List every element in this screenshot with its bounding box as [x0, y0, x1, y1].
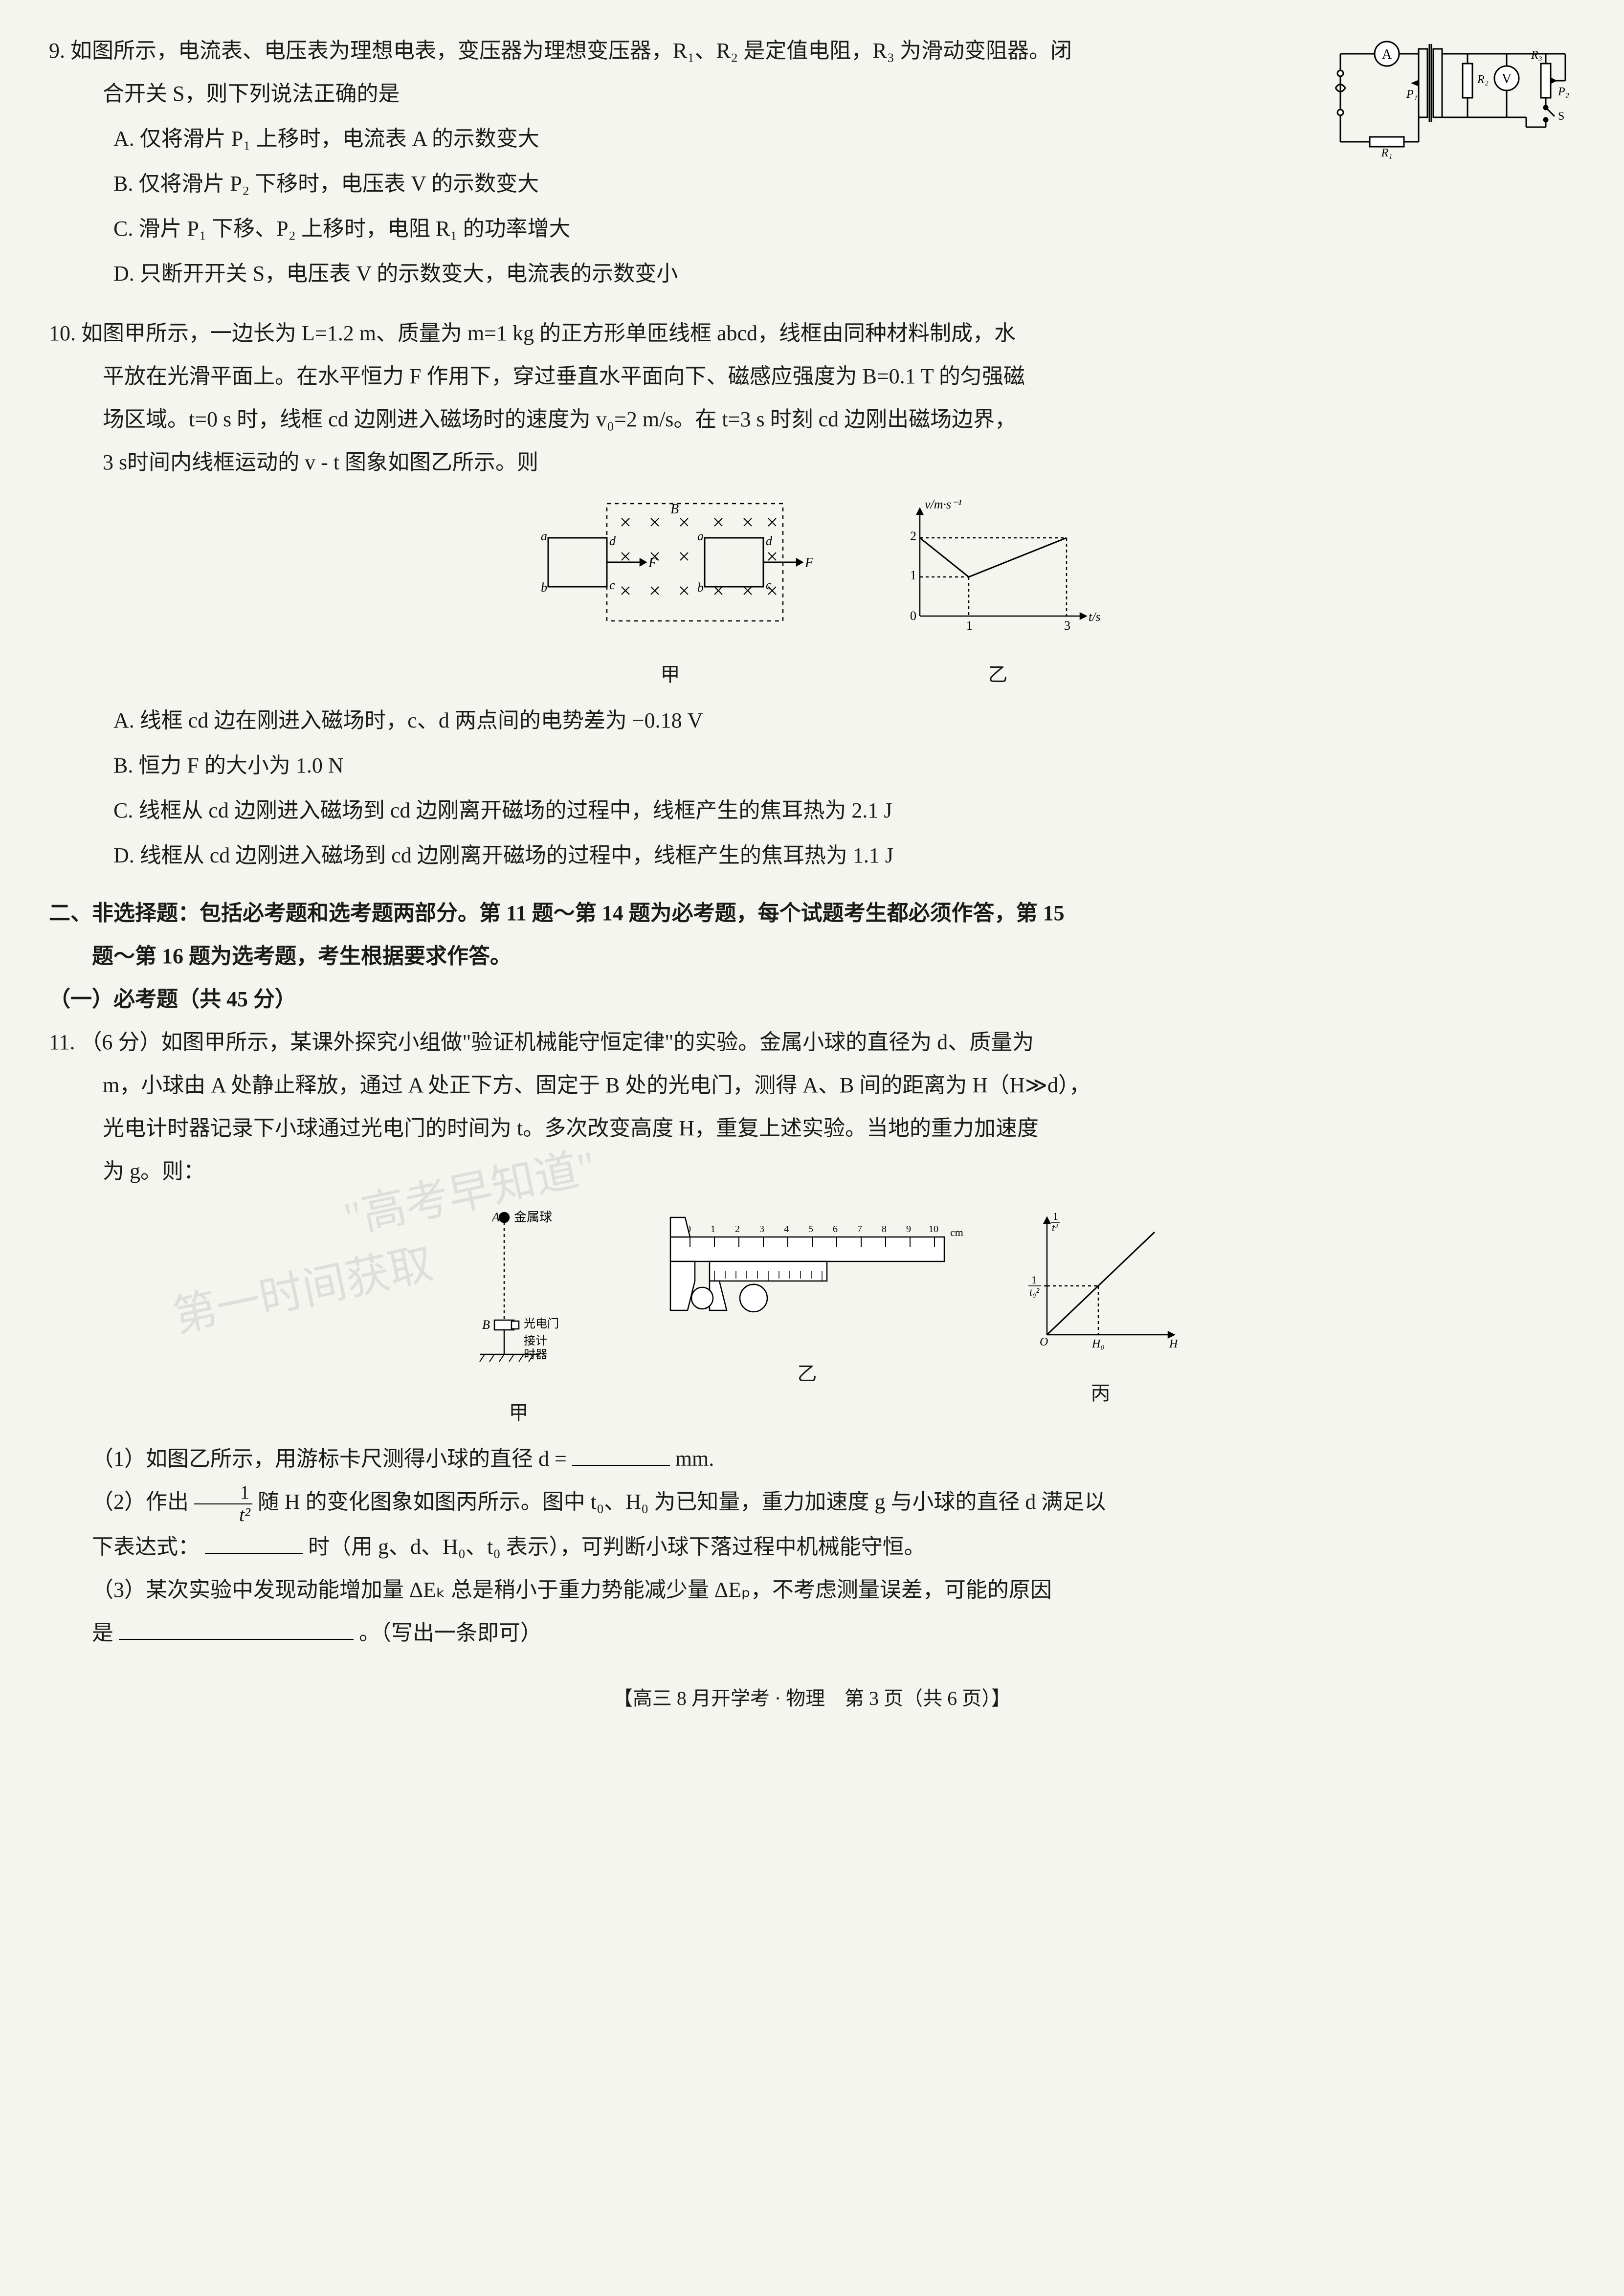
q10-option-b: B. 恒力 F 的大小为 1.0 N	[113, 744, 1575, 787]
svg-text:B: B	[670, 502, 679, 517]
svg-text:3: 3	[759, 1224, 764, 1235]
q11-sub3-line2: 是 。（写出一条即可）	[49, 1612, 1575, 1655]
svg-text:10: 10	[929, 1224, 938, 1235]
blank-expression[interactable]	[205, 1531, 303, 1554]
q9-option-d: D. 只断开开关 S，电压表 V 的示数变大，电流表的示数变小	[113, 252, 1575, 295]
question-11: 11. （6 分）如图甲所示，某课外探究小组做"验证机械能守恒定律"的实验。金属…	[49, 1021, 1575, 1655]
svg-text:接计: 接计	[524, 1334, 547, 1347]
svg-text:1: 1	[1053, 1210, 1058, 1222]
q10-option-d: D. 线框从 cd 边刚进入磁场到 cd 边刚离开磁场的过程中，线框产生的焦耳热…	[113, 834, 1575, 877]
svg-text:1: 1	[966, 618, 973, 633]
svg-text:3: 3	[1064, 618, 1070, 633]
blank-d[interactable]	[572, 1443, 670, 1466]
svg-text:R₃: R₃	[1531, 49, 1542, 62]
svg-text:P₁: P₁	[1406, 88, 1418, 101]
q11-sub2-line2: 下表达式： 时（用 g、d、H₀、t₀ 表示），可判断小球下落过程中机械能守恒。	[49, 1525, 1575, 1568]
q11-caption-bing: 丙	[1013, 1374, 1189, 1413]
svg-text:1: 1	[910, 568, 916, 582]
svg-text:光电门: 光电门	[524, 1317, 559, 1330]
svg-text:F: F	[804, 555, 814, 571]
svg-text:1: 1	[1031, 1274, 1037, 1286]
svg-text:R₁: R₁	[1380, 147, 1392, 159]
svg-text:时器: 时器	[524, 1348, 547, 1361]
svg-text:1: 1	[711, 1224, 715, 1235]
svg-text:B: B	[482, 1318, 490, 1332]
svg-text:2: 2	[910, 529, 916, 543]
q11-caption-jia: 甲	[436, 1393, 602, 1433]
q9-option-c: C. 滑片 P₁ 下移、P₂ 上移时，电阻 R₁ 的功率增大	[113, 207, 1575, 250]
svg-text:H₀: H₀	[1091, 1338, 1105, 1350]
svg-text:7: 7	[857, 1224, 862, 1235]
svg-text:8: 8	[882, 1224, 887, 1235]
svg-text:d: d	[609, 534, 616, 548]
svg-text:H: H	[1169, 1338, 1179, 1350]
q11-number: 11.	[49, 1030, 75, 1054]
svg-text:R₂: R₂	[1477, 73, 1489, 86]
svg-text:t/s: t/s	[1089, 610, 1101, 624]
q11-sub3: （3）某次实验中发现动能增加量 ΔEₖ 总是稍小于重力势能减少量 ΔEₚ，不考虑…	[49, 1568, 1575, 1612]
svg-text:b: b	[541, 580, 547, 595]
q10-caption-jia: 甲	[519, 655, 822, 694]
svg-text:b: b	[697, 580, 704, 595]
q9-number: 9.	[49, 39, 65, 63]
fraction-1-over-t2: 1t²	[194, 1482, 252, 1525]
subsection-1-header: （一）必考题（共 45 分）	[49, 978, 1575, 1021]
svg-text:6: 6	[833, 1224, 838, 1235]
q11-sub1: （1）如图乙所示，用游标卡尺测得小球的直径 d = mm.	[49, 1437, 1575, 1480]
q10-figure-jia: a b c d F a b c d F B	[519, 494, 822, 694]
question-10: 10. 如图甲所示，一边长为 L=1.2 m、质量为 m=1 kg 的正方形单匝…	[49, 312, 1575, 877]
svg-text:金属球: 金属球	[514, 1210, 552, 1224]
svg-text:9: 9	[906, 1224, 911, 1235]
question-9: A P₁ R₁	[49, 29, 1575, 297]
svg-text:A: A	[1382, 47, 1392, 62]
svg-text:2: 2	[735, 1224, 740, 1235]
q9-option-b: B. 仅将滑片 P₂ 下移时，电压表 V 的示数变大	[113, 162, 1575, 205]
svg-text:4: 4	[784, 1224, 789, 1235]
q11-sub2: （2）作出 1t² 随 H 的变化图象如图丙所示。图中 t₀、H₀ 为已知量，重…	[49, 1480, 1575, 1525]
page-footer: 【高三 8 月开学考 · 物理 第 3 页（共 6 页）】	[49, 1679, 1575, 1718]
svg-text:V: V	[1502, 71, 1512, 87]
q11-figure-jia: A 金属球 B 光电门	[436, 1203, 602, 1433]
svg-text:v/m·s⁻¹: v/m·s⁻¹	[925, 497, 962, 511]
q10-figure-yi: 0 1 2 1 3 v/m·s⁻¹ t/s 乙	[890, 494, 1106, 694]
q10-option-a: A. 线框 cd 边在刚进入磁场时，c、d 两点间的电势差为 −0.18 V	[113, 699, 1575, 742]
svg-text:t²: t²	[1052, 1221, 1058, 1234]
svg-text:a: a	[541, 529, 547, 543]
svg-text:P₂: P₂	[1557, 86, 1569, 98]
q11-figure-bing: 1 t² 1 t₀² O H₀ H 丙	[1013, 1203, 1189, 1433]
circuit-diagram-q9: A P₁ R₁	[1321, 24, 1575, 161]
svg-text:c: c	[766, 578, 772, 592]
q11-stem: 11. （6 分）如图甲所示，某课外探究小组做"验证机械能守恒定律"的实验。金属…	[49, 1021, 1575, 1064]
q10-option-c: C. 线框从 cd 边刚进入磁场到 cd 边刚离开磁场的过程中，线框产生的焦耳热…	[113, 789, 1575, 832]
svg-text:5: 5	[808, 1224, 813, 1235]
q10-number: 10.	[49, 321, 76, 345]
q11-figure-yi: 0 1 2 3 4 5 6 7 8 9 10 cm	[641, 1203, 974, 1433]
blank-reason[interactable]	[119, 1617, 354, 1640]
section-2-header: 二、非选择题：包括必考题和选考题两部分。第 11 题～第 14 题为必考题，每个…	[49, 892, 1575, 978]
q10-options: A. 线框 cd 边在刚进入磁场时，c、d 两点间的电势差为 −0.18 V B…	[49, 699, 1575, 877]
svg-text:a: a	[697, 529, 704, 543]
svg-text:A: A	[491, 1210, 500, 1224]
svg-text:d: d	[766, 534, 773, 548]
svg-text:O: O	[1040, 1336, 1048, 1348]
svg-text:0: 0	[910, 609, 916, 623]
svg-text:S: S	[1558, 110, 1564, 123]
q10-stem: 10. 如图甲所示，一边长为 L=1.2 m、质量为 m=1 kg 的正方形单匝…	[49, 312, 1575, 355]
svg-text:F: F	[648, 555, 657, 571]
q10-caption-yi: 乙	[890, 655, 1106, 694]
svg-text:c: c	[609, 578, 615, 592]
svg-text:cm: cm	[950, 1226, 963, 1238]
q10-figures: a b c d F a b c d F B	[49, 494, 1575, 694]
q11-caption-yi: 乙	[641, 1354, 974, 1393]
svg-text:t₀²: t₀²	[1029, 1286, 1040, 1298]
q11-figures: A 金属球 B 光电门	[49, 1203, 1575, 1433]
